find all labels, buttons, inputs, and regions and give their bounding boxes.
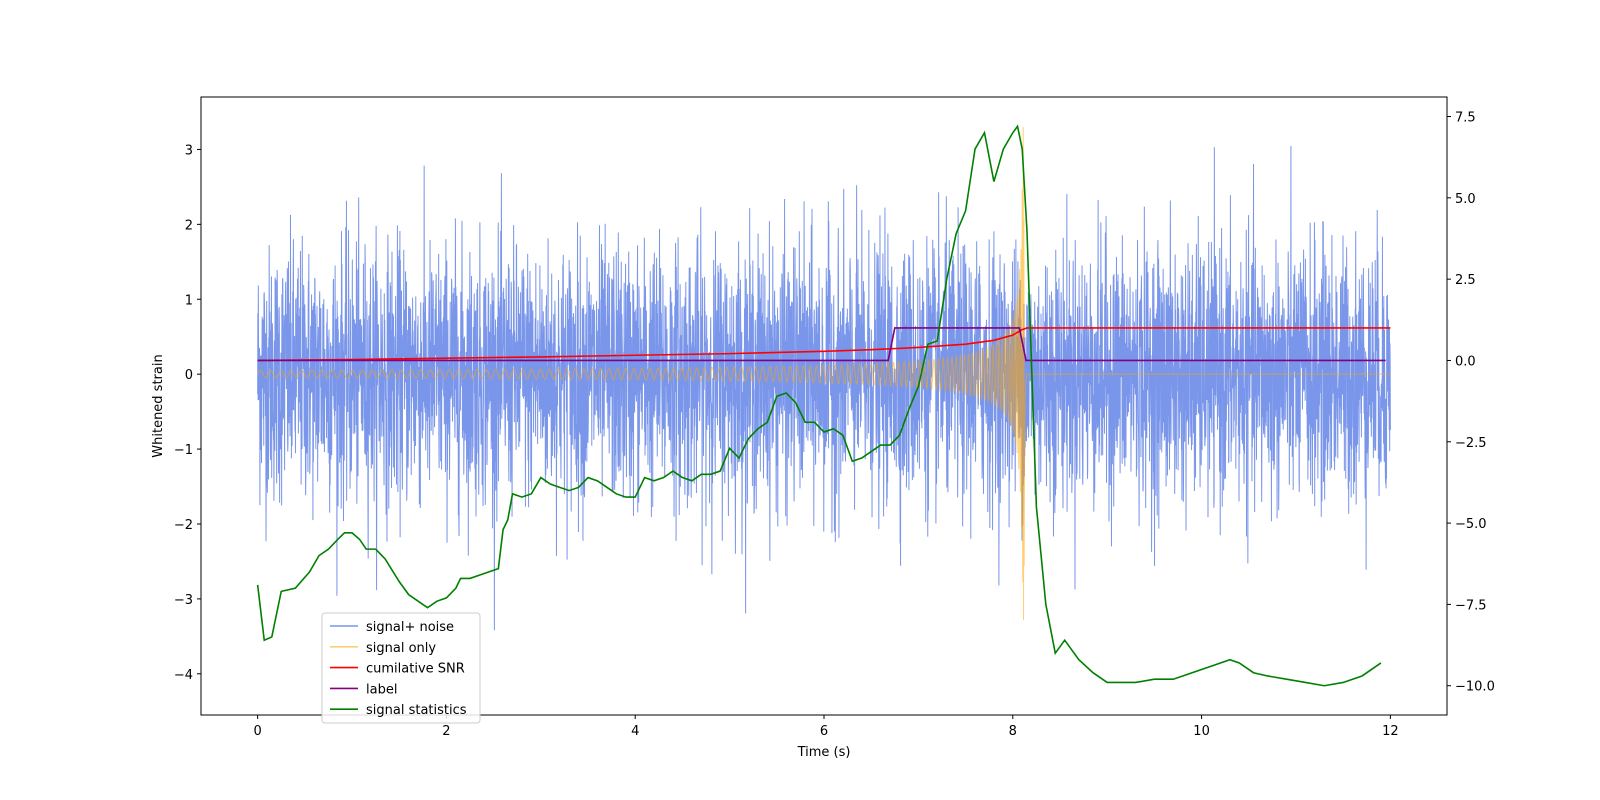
signal-statistics-line [256,124,1382,687]
y-tick-label: 1 [185,293,193,308]
legend-label: cumilative SNR [366,662,465,677]
y2-tick-label: 0.0 [1455,354,1476,369]
legend-label: signal+ noise [366,620,454,635]
y-axis-right: −10.0 −7.5 −5.0 −2.5 0.0 2.5 5.0 7.5 [1447,111,1495,695]
cumulative-snr-line [257,327,1391,362]
label-line [257,327,1386,362]
y2-tick-label: 2.5 [1455,273,1476,288]
signal-statistics-series [256,124,1382,687]
legend: signal+ noise signal only cumilative SNR la… [321,612,481,724]
x-tick-label: 4 [631,724,639,739]
legend-label: signal only [366,641,436,656]
x-tick-label: 12 [1382,724,1399,739]
y2-tick-label: 5.0 [1455,192,1476,207]
y-axis-left: −4 −3 −2 −1 0 1 2 3 [174,143,201,683]
y-tick-label: −3 [174,593,193,608]
label-series [257,327,1386,362]
cumulative-snr-series [257,327,1391,362]
signal-only-line [257,127,1391,621]
y-tick-label: −1 [174,443,193,458]
series-layer [256,124,1391,687]
y-tick-label: 0 [185,368,193,383]
x-tick-label: 0 [253,724,261,739]
y2-tick-label: −7.5 [1455,598,1487,613]
legend-label: signal statistics [366,703,467,718]
y-axis-label: Whitened strain [151,354,166,457]
legend-box [321,612,481,724]
y2-tick-label: −10.0 [1455,680,1495,695]
y-tick-label: 2 [185,218,193,233]
y-tick-label: −4 [174,668,193,683]
x-tick-label: 6 [820,724,828,739]
y-tick-label: 3 [185,143,193,158]
legend-label: label [366,682,397,697]
y2-tick-label: 7.5 [1455,111,1476,126]
x-tick-label: 2 [442,724,450,739]
signal-only-series [257,127,1391,621]
y-tick-label: −2 [174,518,193,533]
y2-tick-label: −2.5 [1455,436,1487,451]
x-tick-label: 10 [1193,724,1210,739]
y2-tick-label: −5.0 [1455,517,1487,532]
x-axis-label: Time (s) [797,745,851,760]
x-tick-label: 8 [1009,724,1017,739]
